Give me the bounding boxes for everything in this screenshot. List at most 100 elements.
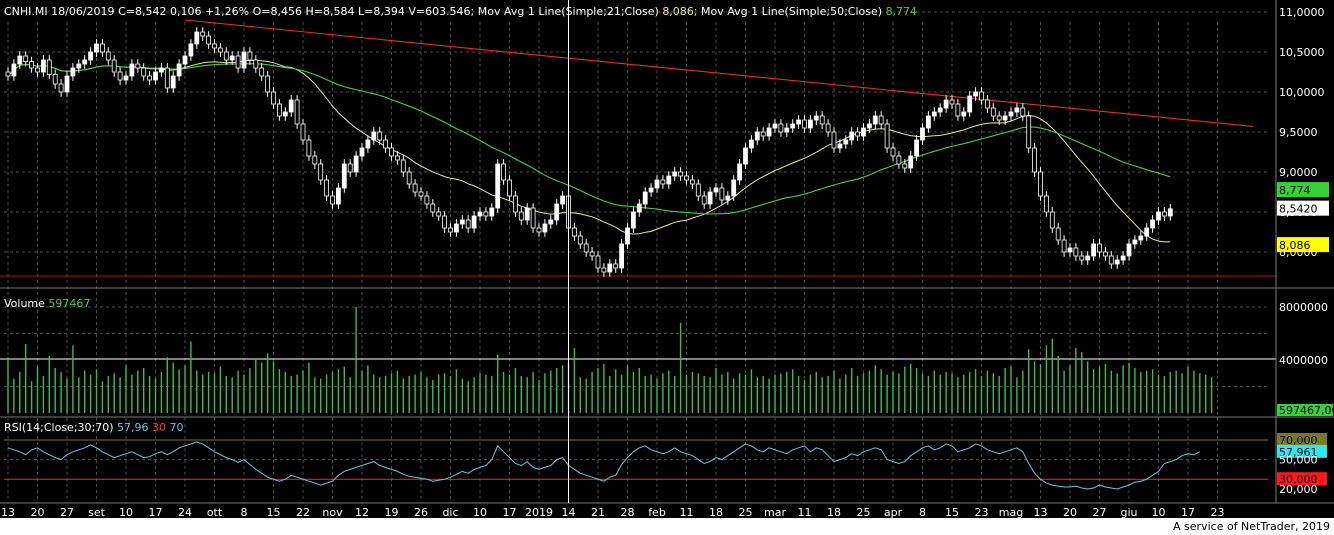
candle-body [94,43,99,53]
candle-body [448,227,453,233]
candle-body [1079,255,1085,261]
candle-body [961,111,967,117]
candle-body [908,155,914,169]
rsi-badge [1277,444,1327,458]
header-symbol: CNHI.MI [4,5,48,18]
volume-badge-label: 597467,00 [1279,404,1334,417]
candle-body [436,211,442,217]
candle-body [212,43,217,49]
candle-body [164,67,170,89]
candle-body [70,67,76,77]
candle-body [837,143,843,149]
candle-body [312,155,318,165]
candle-body [41,59,46,73]
candle-body [631,211,636,229]
candle-body [117,71,123,81]
candle-body [200,31,206,37]
candle-body [572,227,577,237]
resistance-trendline [184,19,1253,127]
time-tick-label: feb [648,506,666,518]
candle-body [660,179,666,185]
volume-value: 597467 [48,297,90,310]
time-tick-label: 22 [296,506,310,518]
rsi-low: 30 [152,421,166,434]
candle-body [1085,255,1091,261]
rsi-tick-label: 50,000 [1279,454,1318,467]
time-tick-label: 13 [1,506,15,518]
candle-body [530,207,536,229]
candle-body [153,71,158,81]
candle-body [636,203,642,213]
candle-body [931,111,937,117]
candle-body [625,227,630,245]
candle-body [318,163,324,181]
candle-body [129,63,135,77]
candle-body [394,155,400,161]
rsi-value: 57,96 [117,421,149,434]
candle-body [58,83,64,93]
rsi-label: RSI(14;Close;30;70) [4,421,114,434]
candle-body [731,179,737,197]
candle-body [577,235,583,245]
candle-body [743,147,748,165]
time-tick-label: giu [1120,506,1137,518]
header-volume: V=603.546; [408,5,474,18]
candle-body [985,99,990,109]
price-badge-label: 8,5420 [1279,203,1318,216]
candle-body [282,111,288,117]
candle-body [979,91,984,101]
candle-body [253,59,259,69]
rsi-tick-label: 20,000 [1279,483,1318,496]
candle-body [796,119,801,125]
candle-body [719,187,725,201]
header-change: 0,106 [170,5,202,18]
candle-body [377,131,383,141]
trendline-layer [184,19,1253,127]
time-tick-label: 12 [355,506,369,518]
candle-body [76,63,82,69]
rsi-high: 70 [170,421,184,434]
candle-body [418,191,424,197]
panel-separators [0,0,1334,504]
axis-labels: 11,000010,500010,00009,50009,00008,50008… [1,6,1334,518]
candle-body [471,215,477,229]
candle-body [1014,107,1020,113]
candle-body [937,107,943,113]
candle-body [288,99,294,113]
time-tick-label: 17 [1181,506,1195,518]
candle-body [861,127,866,137]
time-tick-label: 19 [385,506,399,518]
candle-body [365,139,371,149]
candle-body [82,59,88,65]
time-tick-label: 13 [1034,506,1048,518]
time-tick-label: 25 [857,506,871,518]
candle-body [35,67,40,73]
candle-body [607,263,613,273]
rsi-line [7,441,1201,490]
candle-body [88,51,93,61]
volume-tick-label: 4000000 [1279,354,1328,367]
time-tick-label: 24 [178,506,192,518]
candle-body [808,119,813,129]
candle-body [442,215,448,229]
candle-body [141,67,147,77]
candle-body [194,31,200,45]
candle-body [324,179,330,197]
candle-body [483,211,489,217]
candle-body [353,155,359,173]
rsi-tick-label: 30,000 [1279,473,1318,486]
time-tick-label: 15 [267,506,281,518]
rsi-tick-label: 57,961 [1279,446,1318,459]
candle-body [188,43,194,57]
stock-chart[interactable]: 11,000010,500010,00009,50009,00008,50008… [0,0,1334,518]
candle-body [347,163,353,173]
candle-body [105,51,111,61]
candle-body [784,127,790,133]
grid-lines [4,11,1268,503]
candle-body [229,55,235,61]
candle-body [678,171,683,177]
candle-body [1008,111,1014,117]
candle-body [589,251,595,257]
time-tick-label: 11 [680,506,694,518]
price-tick-label: 10,0000 [1279,86,1325,99]
